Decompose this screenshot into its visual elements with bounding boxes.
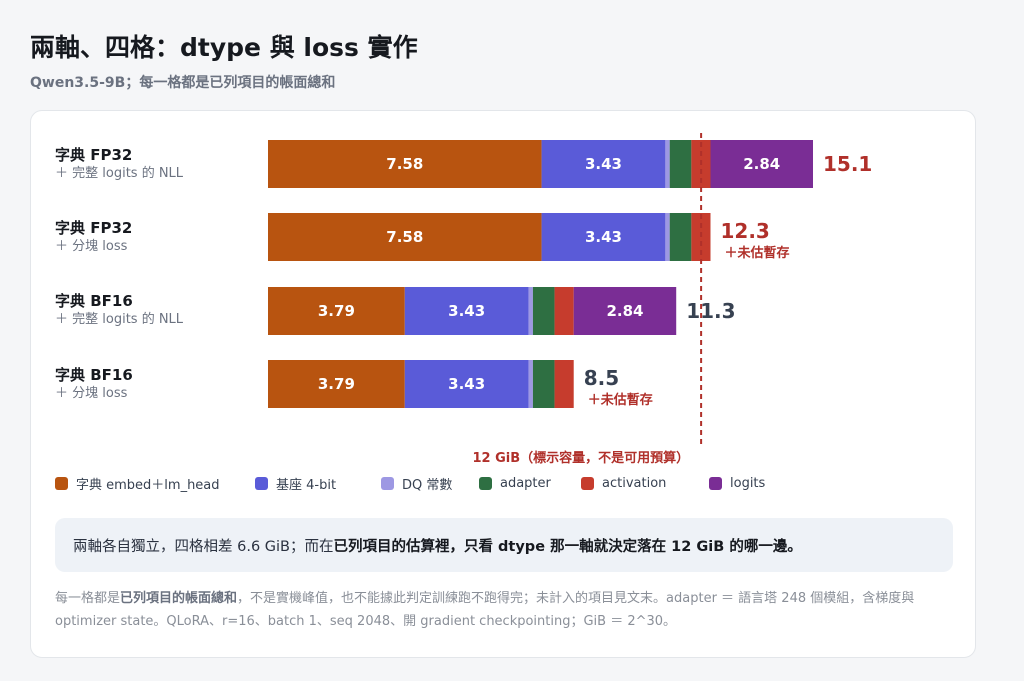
bar-segment-activation — [554, 360, 574, 408]
bar-segment-dq — [528, 287, 533, 335]
row-label-2: 字典 FP32 ＋ 分塊 loss — [55, 218, 132, 256]
legend-label: logits — [730, 475, 766, 491]
threshold-label: 12 GiB（標示容量，不是可用預算） — [472, 450, 689, 466]
segment-value-label: 3.79 — [318, 302, 355, 320]
bar-segment-dq — [528, 360, 533, 408]
legend-label: 基座 4-bit — [276, 477, 337, 493]
legend-swatch — [55, 476, 68, 490]
footnote-text-1: 每一格都是 — [55, 591, 121, 606]
page-title: 兩軸、四格：dtype 與 loss 實作 — [30, 33, 418, 62]
row-total-label: 8.5 — [584, 366, 619, 390]
bar-segment-adapter — [532, 360, 555, 408]
row-label-3: 字典 BF16 ＋ 完整 logits 的 NLL — [55, 291, 183, 329]
footnote-text-3: ，不是實機峰值，也不能據此判定訓練跑不跑得完；未計入的項目見文末。adapter… — [55, 591, 915, 629]
legend-swatch — [255, 476, 268, 490]
bar-segment-adapter — [669, 140, 692, 188]
callout-text-2: 已列項目的估算裡，只看 dtype 那一軸就決定落在 12 GiB 的哪一邊。 — [333, 538, 802, 555]
segment-value-label: 3.43 — [448, 375, 485, 393]
row-total-label: 11.3 — [686, 299, 735, 323]
legend-label: activation — [602, 475, 667, 491]
row-note-label: ＋未估暫存 — [724, 245, 789, 261]
legend-label: 字典 embed＋lm_head — [76, 477, 220, 493]
segment-value-label: 3.43 — [585, 228, 622, 246]
bar-segment-base4bit — [541, 140, 666, 188]
bar-segment-base4bit — [404, 360, 529, 408]
callout-text-1: 兩軸各自獨立，四格相差 6.6 GiB；而在 — [73, 538, 334, 555]
row-label-main: 字典 BF16 — [55, 366, 133, 384]
legend-label: adapter — [500, 475, 551, 491]
legend-item-logits: logits — [709, 473, 765, 493]
legend-label: DQ 常數 — [402, 477, 453, 493]
legend-swatch — [381, 476, 394, 490]
bar-segment-activation — [554, 287, 574, 335]
row-label-main: 字典 BF16 — [55, 292, 133, 310]
row-label-main: 字典 FP32 — [55, 146, 133, 164]
row-label-main: 字典 FP32 — [55, 219, 133, 237]
row-label-4: 字典 BF16 ＋ 分塊 loss — [55, 365, 133, 403]
bar-segment-adapter — [532, 287, 555, 335]
bar-segment-embed — [268, 287, 405, 335]
segment-value-label: 7.58 — [386, 155, 423, 173]
bar-segment-embed — [268, 140, 542, 188]
segment-value-label: 3.43 — [448, 302, 485, 320]
row-label-sub: ＋ 分塊 loss — [55, 239, 128, 254]
footnote: 每一格都是已列項目的帳面總和，不是實機峰值，也不能據此判定訓練跑不跑得完；未計入… — [55, 587, 955, 633]
chart-card: 7.58 3.43 2.84 15.1 7.58 3.43 12.3 ＋未估暫存 3.79 3.4… — [30, 110, 976, 658]
segment-value-label: 3.43 — [585, 155, 622, 173]
bar-segment-base4bit — [404, 287, 529, 335]
row-note-label: ＋未估暫存 — [588, 392, 653, 408]
bar-segment-embed — [268, 213, 542, 261]
bar-segment-adapter — [669, 213, 692, 261]
segment-value-label: 3.79 — [318, 375, 355, 393]
segment-value-label: 2.84 — [743, 155, 780, 173]
row-total-label: 15.1 — [823, 152, 872, 176]
bar-segment-dq — [665, 140, 670, 188]
bar-segment-logits — [573, 287, 677, 335]
footnote-text-2: 已列項目的帳面總和 — [120, 591, 238, 606]
segment-value-label: 7.58 — [386, 228, 423, 246]
row-label-sub: ＋ 分塊 loss — [55, 386, 128, 401]
bar-segment-base4bit — [541, 213, 666, 261]
legend-item-adapter: adapter — [479, 473, 551, 493]
bar-segment-embed — [268, 360, 405, 408]
stacked-bar-chart: 7.58 3.43 2.84 15.1 7.58 3.43 12.3 ＋未估暫存 3.79 3.4… — [268, 133, 872, 466]
bar-segment-dq — [665, 213, 670, 261]
legend-item-dq: DQ 常數 — [381, 473, 452, 493]
legend-item-activation: activation — [581, 473, 666, 493]
legend-swatch — [581, 476, 594, 490]
legend-swatch — [479, 476, 492, 490]
segment-value-label: 2.84 — [606, 302, 643, 320]
row-total-label: 12.3 — [720, 219, 769, 243]
legend-item-base4bit: 基座 4-bit — [255, 473, 336, 493]
legend-swatch — [709, 476, 722, 490]
summary-callout: 兩軸各自獨立，四格相差 6.6 GiB；而在 已列項目的估算裡，只看 dtype … — [55, 518, 953, 572]
chart-legend: 字典 embed＋lm_head 基座 4-bit DQ 常數 adapter … — [55, 473, 955, 493]
page-subtitle: Qwen3.5-9B；每一格都是已列項目的帳面總和 — [30, 75, 336, 91]
legend-item-embed: 字典 embed＋lm_head — [55, 473, 220, 493]
row-label-sub: ＋ 完整 logits 的 NLL — [55, 166, 184, 181]
row-label-sub: ＋ 完整 logits 的 NLL — [55, 312, 184, 327]
row-label-1: 字典 FP32 ＋ 完整 logits 的 NLL — [55, 145, 183, 183]
bar-segment-logits — [710, 140, 813, 188]
